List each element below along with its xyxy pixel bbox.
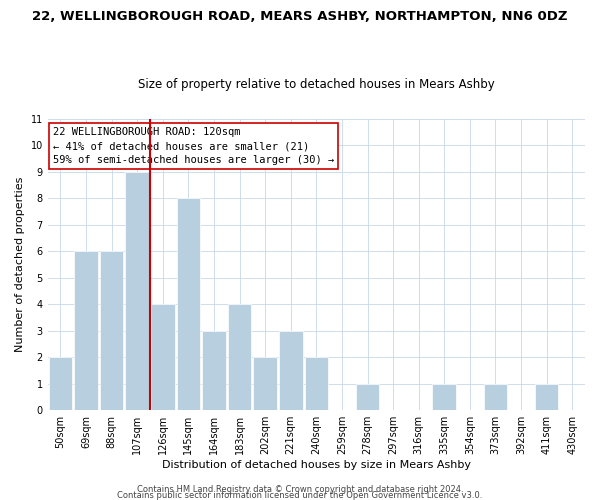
Bar (253, 357, 277, 410)
Bar (100, 251, 124, 410)
Bar (176, 198, 200, 410)
Text: 22 WELLINGBOROUGH ROAD: 120sqm
← 41% of detached houses are smaller (21)
59% of : 22 WELLINGBOROUGH ROAD: 120sqm ← 41% of … (53, 128, 334, 166)
Bar (305, 357, 328, 410)
Bar (484, 384, 507, 410)
Bar (228, 304, 251, 410)
Bar (356, 384, 379, 410)
Bar (151, 304, 175, 410)
Y-axis label: Number of detached properties: Number of detached properties (15, 176, 25, 352)
Text: Contains public sector information licensed under the Open Government Licence v3: Contains public sector information licen… (118, 490, 482, 500)
Bar (433, 384, 456, 410)
Bar (279, 330, 302, 410)
Bar (74, 251, 98, 410)
X-axis label: Distribution of detached houses by size in Mears Ashby: Distribution of detached houses by size … (162, 460, 471, 470)
Bar (49, 357, 72, 410)
Text: Contains HM Land Registry data © Crown copyright and database right 2024.: Contains HM Land Registry data © Crown c… (137, 485, 463, 494)
Bar (125, 172, 149, 410)
Bar (535, 384, 559, 410)
Title: Size of property relative to detached houses in Mears Ashby: Size of property relative to detached ho… (138, 78, 495, 91)
Bar (202, 330, 226, 410)
Text: 22, WELLINGBOROUGH ROAD, MEARS ASHBY, NORTHAMPTON, NN6 0DZ: 22, WELLINGBOROUGH ROAD, MEARS ASHBY, NO… (32, 10, 568, 23)
